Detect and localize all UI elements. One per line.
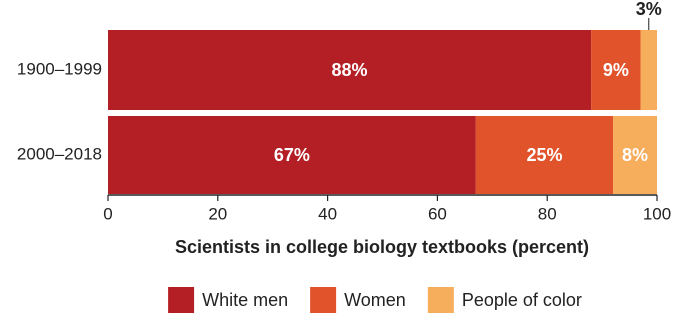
value-label: 25% bbox=[526, 145, 562, 165]
value-label: 9% bbox=[603, 60, 629, 80]
x-tick-label: 0 bbox=[103, 204, 112, 223]
x-tick-label: 60 bbox=[428, 204, 447, 223]
legend-swatch bbox=[427, 287, 454, 313]
bar-segment bbox=[108, 30, 592, 110]
x-tick-label: 100 bbox=[643, 204, 671, 223]
legend-label: Women bbox=[344, 290, 406, 310]
value-label: 8% bbox=[622, 145, 648, 165]
legend-swatch bbox=[168, 287, 195, 313]
bar-segment bbox=[640, 30, 657, 110]
x-tick-label: 20 bbox=[208, 204, 227, 223]
y-tick-label: 1900–1999 bbox=[17, 59, 102, 78]
bar-segment bbox=[591, 30, 641, 110]
bar-segment bbox=[613, 116, 657, 194]
value-label: 3% bbox=[636, 0, 662, 19]
legend-swatch bbox=[310, 287, 337, 313]
x-tick-label: 40 bbox=[318, 204, 337, 223]
value-label: 67% bbox=[274, 145, 310, 165]
legend-label: People of color bbox=[462, 290, 582, 310]
y-tick-label: 2000–2018 bbox=[17, 144, 102, 163]
x-axis-label: Scientists in college biology textbooks … bbox=[175, 237, 589, 257]
bar-segment bbox=[108, 116, 476, 194]
bar-segment bbox=[475, 116, 614, 194]
legend-label: White men bbox=[202, 290, 288, 310]
x-tick-label: 80 bbox=[538, 204, 557, 223]
value-label: 88% bbox=[332, 60, 368, 80]
